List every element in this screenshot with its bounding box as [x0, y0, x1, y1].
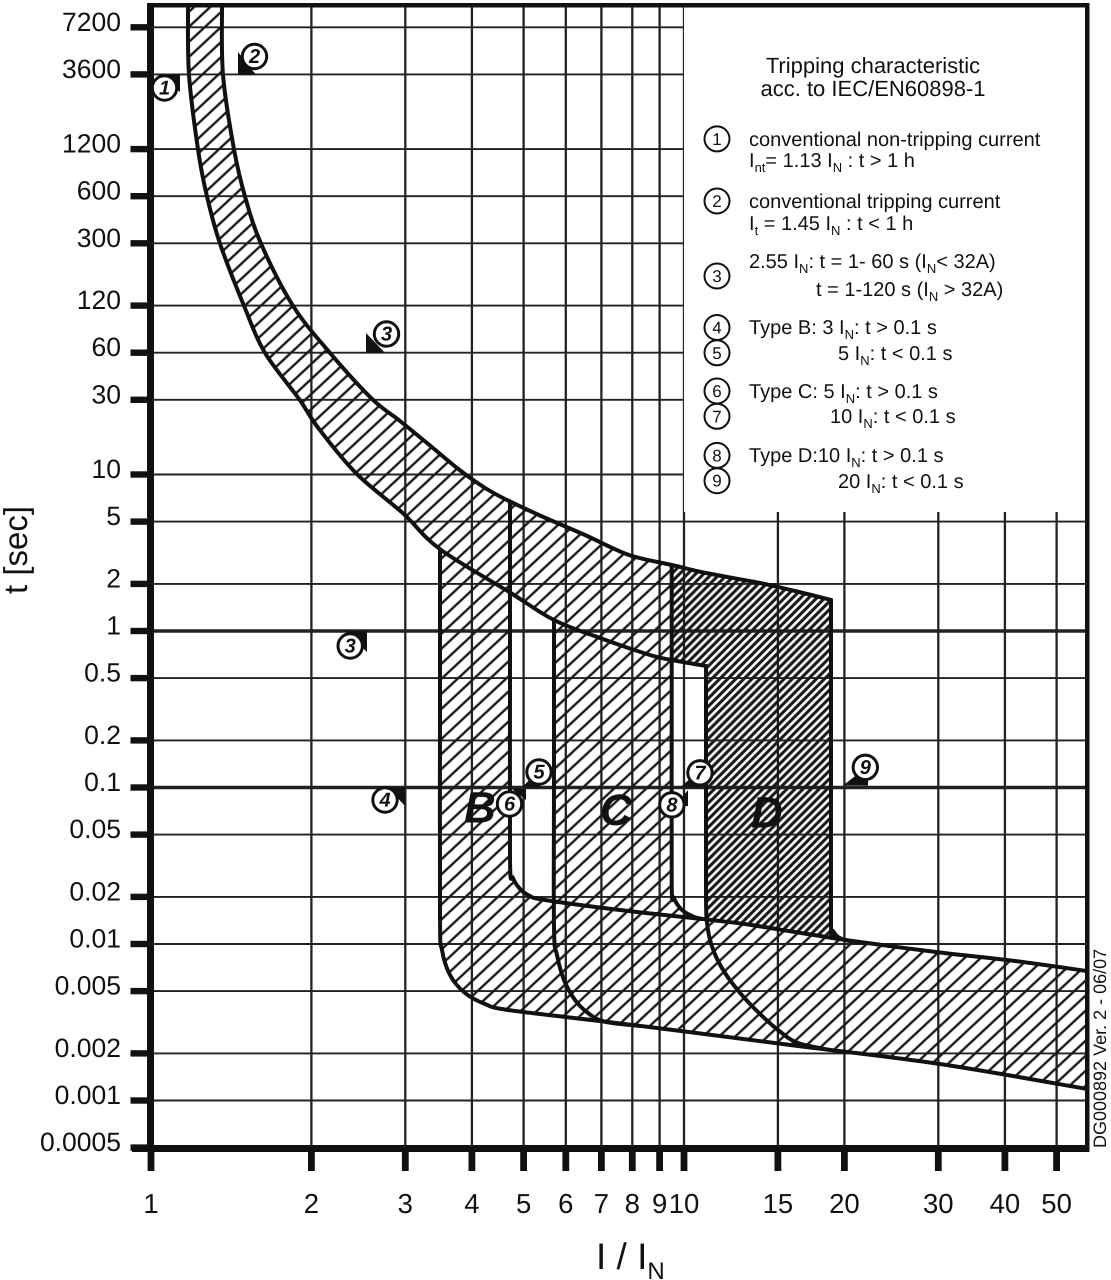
svg-text:50: 50 [1041, 1188, 1072, 1219]
svg-text:0.001: 0.001 [55, 1080, 121, 1110]
svg-text:Type D:10 IN​: t > 0.1 s: Type D:10 IN​: t > 0.1 s [749, 445, 944, 470]
svg-text:0.05: 0.05 [69, 814, 121, 844]
svg-text:8: 8 [712, 446, 721, 465]
svg-text:B: B [464, 784, 496, 833]
svg-text:4: 4 [378, 790, 390, 812]
svg-text:DG000892 Ver. 2 - 06/07: DG000892 Ver. 2 - 06/07 [1090, 949, 1110, 1148]
svg-text:40: 40 [990, 1188, 1021, 1219]
svg-text:0.01: 0.01 [69, 924, 121, 954]
svg-text:6: 6 [504, 794, 516, 816]
svg-text:2: 2 [712, 192, 721, 211]
svg-text:5: 5 [712, 344, 721, 363]
svg-text:5: 5 [533, 762, 545, 784]
svg-text:3: 3 [398, 1188, 413, 1219]
svg-text:15: 15 [763, 1188, 794, 1219]
svg-text:3: 3 [345, 636, 356, 658]
svg-text:4: 4 [712, 319, 721, 338]
svg-text:9: 9 [652, 1188, 667, 1219]
svg-text:1: 1 [106, 611, 121, 641]
svg-text:I / IN: I / IN [596, 1236, 665, 1280]
svg-text:7: 7 [694, 762, 706, 784]
svg-text:9: 9 [712, 472, 721, 491]
svg-text:conventional non-tripping curr: conventional non-tripping current [749, 129, 1041, 151]
svg-text:0.5: 0.5 [84, 658, 121, 688]
svg-text:2: 2 [248, 46, 260, 68]
svg-text:0.002: 0.002 [55, 1033, 121, 1063]
svg-text:10: 10 [669, 1188, 700, 1219]
svg-text:3: 3 [712, 267, 721, 286]
svg-text:Type B: 3 IN​: t > 0.1 s: Type B: 3 IN​: t > 0.1 s [749, 317, 937, 342]
svg-text:5: 5 [106, 501, 121, 531]
svg-text:20 IN​: t < 0.1 s: 20 IN​: t < 0.1 s [838, 471, 964, 496]
svg-text:Tripping characteristic: Tripping characteristic [766, 53, 980, 78]
svg-text:t [sec]: t [sec] [0, 506, 34, 594]
svg-text:7: 7 [712, 407, 721, 426]
svg-text:30: 30 [923, 1188, 954, 1219]
svg-text:1: 1 [143, 1188, 158, 1219]
svg-text:120: 120 [77, 285, 121, 315]
svg-text:7200: 7200 [62, 7, 121, 37]
svg-text:5: 5 [516, 1188, 531, 1219]
svg-text:0.0005: 0.0005 [40, 1127, 121, 1157]
svg-text:Int​= 1.13 IN​ : t > 1 h: Int​= 1.13 IN​ : t > 1 h [749, 150, 915, 175]
svg-text:0.005: 0.005 [55, 971, 121, 1001]
svg-text:30: 30 [92, 379, 121, 409]
svg-text:0.02: 0.02 [69, 876, 121, 906]
svg-text:7: 7 [594, 1188, 609, 1219]
svg-text:0.2: 0.2 [84, 720, 121, 750]
svg-text:8: 8 [666, 794, 678, 816]
svg-text:4: 4 [464, 1188, 479, 1219]
svg-text:5 IN​: t < 0.1 s: 5 IN​: t < 0.1 s [838, 343, 952, 368]
svg-text:20: 20 [829, 1188, 860, 1219]
svg-text:1: 1 [712, 130, 721, 149]
svg-text:1200: 1200 [62, 129, 121, 159]
svg-text:2.55 IN​: t = 1- 60 s (IN​< 32: 2.55 IN​: t = 1- 60 s (IN​< 32A) [749, 251, 996, 276]
svg-text:Type C: 5 IN​: t > 0.1 s: Type C: 5 IN​: t > 0.1 s [749, 381, 938, 406]
svg-text:600: 600 [77, 176, 121, 206]
svg-text:2: 2 [304, 1188, 319, 1219]
svg-text:60: 60 [92, 332, 121, 362]
svg-text:6: 6 [558, 1188, 573, 1219]
svg-text:10 IN​: t < 0.1 s: 10 IN​: t < 0.1 s [830, 406, 956, 431]
svg-text:300: 300 [77, 223, 121, 253]
svg-text:8: 8 [625, 1188, 640, 1219]
svg-text:acc. to IEC/EN60898-1: acc. to IEC/EN60898-1 [760, 76, 985, 101]
svg-text:0.1: 0.1 [84, 767, 121, 797]
svg-text:1: 1 [159, 78, 170, 100]
svg-text:D: D [751, 789, 783, 838]
svg-text:3600: 3600 [62, 54, 121, 84]
svg-text:10: 10 [92, 454, 121, 484]
svg-text:6: 6 [712, 382, 721, 401]
svg-text:2: 2 [106, 563, 121, 593]
svg-text:C: C [600, 786, 633, 835]
svg-text:9: 9 [860, 757, 872, 779]
svg-text:conventional tripping current: conventional tripping current [749, 191, 1001, 213]
svg-text:t = 1-120 s (IN​ > 32A): t = 1-120 s (IN​ > 32A) [816, 279, 1003, 304]
svg-text:3: 3 [381, 324, 392, 346]
